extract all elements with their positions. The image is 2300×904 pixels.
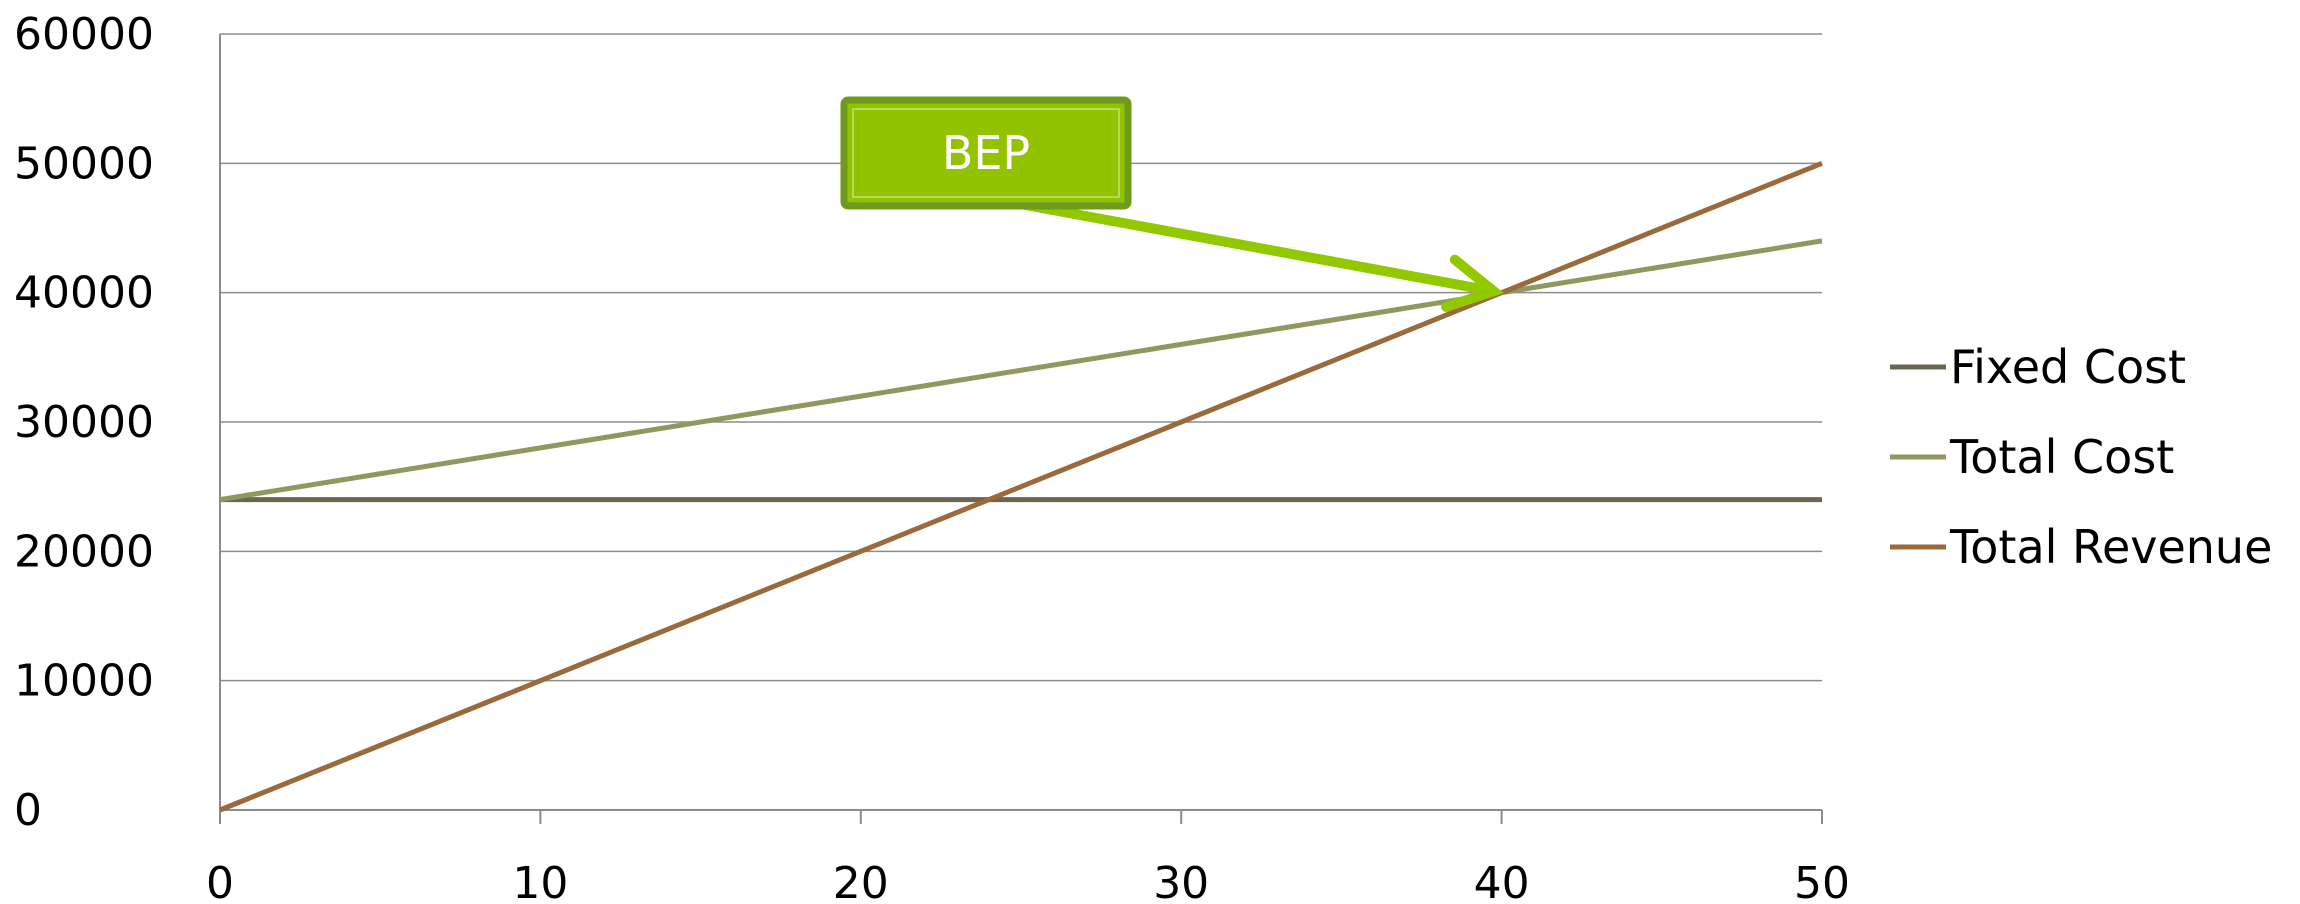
bep-callout-box xyxy=(840,96,1132,210)
x-tick-label-40: 40 xyxy=(1474,858,1530,904)
bep-arrow-shaft xyxy=(1019,199,1485,295)
x-tick-label-50: 50 xyxy=(1794,858,1850,904)
y-tick-label-40000: 40000 xyxy=(14,268,154,319)
axes: 0 10000 20000 30000 40000 50000 60000 0 10 20 30 40… xyxy=(14,9,1850,904)
legend-label-fixed-cost: Fixed Cost xyxy=(1950,340,2186,394)
y-tick-label-30000: 30000 xyxy=(14,397,154,448)
y-tick-label-60000: 60000 xyxy=(14,9,154,60)
x-tick-label-10: 10 xyxy=(512,858,568,904)
y-tick-label-10000: 10000 xyxy=(14,656,154,707)
series-lines xyxy=(219,160,1823,813)
bep-arrow-head xyxy=(1441,254,1505,312)
legend-label-total-cost: Total Cost xyxy=(1949,430,2174,484)
bep-callout-inner-border xyxy=(852,108,1120,198)
legend-label-total-revenue: Total Revenue xyxy=(1949,520,2272,574)
x-tick-label-30: 30 xyxy=(1153,858,1209,904)
series-line-total-revenue xyxy=(219,160,1823,813)
y-tick-label-50000: 50000 xyxy=(14,138,154,189)
series-line-total-cost xyxy=(219,238,1823,503)
x-tick-label-20: 20 xyxy=(833,858,889,904)
y-tick-label-20000: 20000 xyxy=(14,526,154,577)
annotations: BEP xyxy=(840,96,1505,312)
legend: Fixed Cost Total Cost Total Revenue xyxy=(1890,340,2272,574)
y-tick-label-0: 0 xyxy=(14,785,42,836)
bep-callout-label: BEP xyxy=(942,126,1030,180)
x-tick-label-0: 0 xyxy=(206,858,234,904)
